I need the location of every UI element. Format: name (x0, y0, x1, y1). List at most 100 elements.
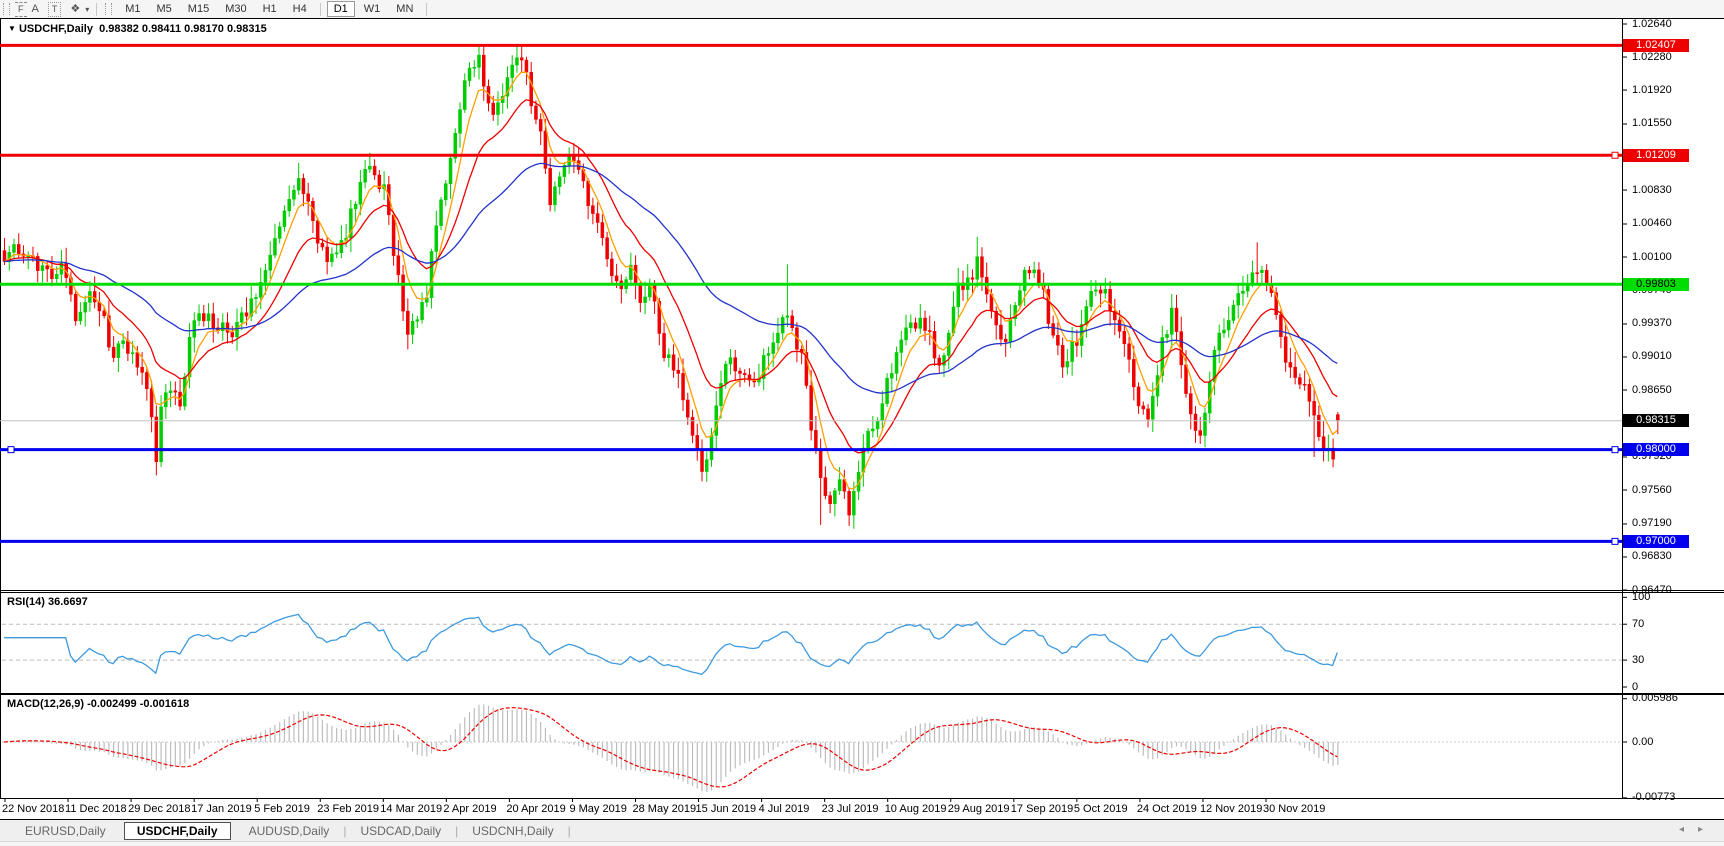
timeframe-button-m15[interactable]: M15 (187, 3, 210, 15)
date-label: 17 Jan 2019 (191, 803, 252, 815)
price-tick-label: 0.98650 (1632, 383, 1672, 396)
price-tick-label: 1.00830 (1632, 183, 1672, 196)
rsi-panel (2, 613, 1622, 676)
macd-tick-label: 0.00 (1632, 735, 1654, 748)
tab-scroll-left-icon[interactable]: ◂ (1678, 824, 1684, 835)
macd-tick-label: -0.00773 (1632, 791, 1676, 804)
timeframe-button-h4[interactable]: H4 (292, 3, 307, 15)
dropdown-caret-icon[interactable]: ▾ (85, 4, 90, 14)
price-tick-label: 0.96470 (1632, 583, 1672, 596)
chart-tab-bar: EURUSD,Daily | USDCHF,Daily | AUDUSD,Daily | U… (0, 820, 1724, 841)
price-tick-label: 1.00100 (1632, 250, 1672, 263)
timeframe-button-d1[interactable]: D1 (326, 1, 355, 17)
panel-borders (0, 18, 1724, 820)
date-label: 10 Aug 2019 (884, 803, 947, 815)
rsi-tick-label: 0 (1632, 680, 1639, 693)
date-label: 29 Dec 2018 (128, 803, 191, 815)
toolbar-grip-handle[interactable] (3, 3, 10, 15)
date-label: 5 Feb 2019 (254, 803, 310, 815)
fibonacci-retracement-icon[interactable]: F (15, 1, 27, 17)
timeframe-button-mn[interactable]: MN (396, 3, 414, 15)
price-tick-label: 1.02280 (1632, 50, 1672, 63)
timeframe-button-w1[interactable]: W1 (363, 3, 381, 15)
fast-ma (3, 71, 1338, 490)
toolbar: F A T ❖ ▾ M1 M5 M15 M30 H1 H4 D1 W1 MN (0, 0, 1724, 18)
slow-ma (3, 162, 1338, 394)
ohlc-open: 0.98382 (99, 23, 139, 35)
toolbar-grip-handle[interactable] (105, 3, 113, 15)
price-badge-0.98315: 0.98315 (1623, 414, 1689, 428)
tab-audusd[interactable]: AUDUSD,Daily (248, 823, 330, 838)
tab-scroll-buttons: ◂ ▸ (1672, 824, 1710, 835)
price-badge-1.02407: 1.02407 (1623, 38, 1689, 52)
price-tick-label: 1.01550 (1632, 117, 1672, 130)
date-label: 17 Sep 2019 (1010, 803, 1074, 815)
rsi-tick-label: 100 (1632, 590, 1651, 603)
timeframe-button-m5[interactable]: M5 (156, 3, 172, 15)
rsi-panel-label: RSI(14) 36.6697 (7, 596, 88, 608)
collapse-triangle-icon[interactable]: ▼ (8, 24, 16, 33)
moving-averages (3, 71, 1338, 490)
timeframe-button-h1[interactable]: H1 (262, 3, 277, 15)
ohlc-high: 0.98411 (141, 23, 182, 35)
timeframe-button-m30[interactable]: M30 (225, 3, 247, 15)
price-tick-label: 0.99370 (1632, 317, 1672, 330)
resistance-2-handle-right[interactable] (1611, 151, 1619, 159)
macd-signal-line (3, 707, 1338, 788)
chart-symbol: USDCHF,Daily (18, 23, 93, 35)
tab-eurusd[interactable]: EURUSD,Daily (25, 823, 106, 838)
tab-usdcnh[interactable]: USDCNH,Daily (472, 823, 554, 838)
date-label: 23 Feb 2019 (317, 803, 380, 815)
tab-usdchf[interactable]: USDCHF,Daily (123, 821, 231, 840)
date-label: 29 Aug 2019 (947, 803, 1010, 815)
chart-header: ▼ USDCHF,Daily 0.98382 0.98411 0.98170 0… (8, 23, 267, 35)
toolbar-separator (426, 2, 428, 16)
date-label: 22 Nov 2018 (2, 803, 65, 815)
price-tick-label: 0.99010 (1632, 350, 1672, 363)
macd-panel (2, 704, 1622, 792)
timeframe-button-m1[interactable]: M1 (125, 3, 141, 15)
price-badge-0.99803: 0.99803 (1623, 277, 1689, 291)
rsi-label: RSI(14) (7, 596, 45, 608)
ohlc-low: 0.98170 (184, 23, 224, 35)
horizontal-levels (0, 43, 1622, 545)
date-label: 28 May 2019 (632, 803, 697, 815)
tab-separator: | (343, 823, 347, 838)
rsi-line (4, 613, 1338, 676)
rsi-value: 36.6697 (47, 596, 88, 608)
date-label: 20 Apr 2019 (506, 803, 566, 815)
macd-values: -0.002499 -0.001618 (87, 698, 190, 710)
text-icon[interactable]: A (31, 2, 39, 15)
candlestick-series (2, 43, 1340, 529)
tab-separator: | (567, 823, 571, 838)
support-1-handle-right[interactable] (1611, 446, 1619, 454)
date-label: 14 Mar 2019 (380, 803, 443, 815)
price-tick-label: 1.02640 (1632, 17, 1672, 30)
tab-separator: | (455, 823, 459, 838)
price-tick-label: 1.00460 (1632, 217, 1672, 230)
rsi-tick-label: 30 (1632, 653, 1645, 666)
price-badge-0.97000: 0.97000 (1623, 534, 1689, 548)
date-label: 30 Nov 2019 (1263, 803, 1326, 815)
date-label: 11 Dec 2018 (65, 803, 127, 815)
axis-ticks (4, 23, 1627, 802)
ohlc-close: 0.98315 (226, 23, 267, 35)
window-footer-strip (0, 841, 1724, 846)
macd-label: MACD(12,26,9) (7, 698, 85, 710)
price-badge-1.01209: 1.01209 (1623, 148, 1689, 162)
macd-tick-label: 0.005986 (1632, 692, 1678, 705)
arrow-tools-icon[interactable]: ❖ (70, 2, 81, 15)
rsi-tick-label: 70 (1632, 617, 1645, 630)
support-1-handle-left[interactable] (7, 446, 15, 454)
support-2-handle-right[interactable] (1611, 537, 1619, 545)
medium-ma (3, 99, 1338, 454)
toolbar-separator (319, 2, 321, 16)
tab-scroll-right-icon[interactable]: ▸ (1697, 824, 1703, 835)
date-label: 9 May 2019 (569, 803, 627, 815)
text-label-icon[interactable]: T (47, 1, 62, 17)
date-label: 5 Oct 2019 (1073, 803, 1128, 815)
macd-panel-label: MACD(12,26,9) -0.002499 -0.001618 (7, 698, 189, 710)
tab-usdcad[interactable]: USDCAD,Daily (360, 823, 442, 838)
